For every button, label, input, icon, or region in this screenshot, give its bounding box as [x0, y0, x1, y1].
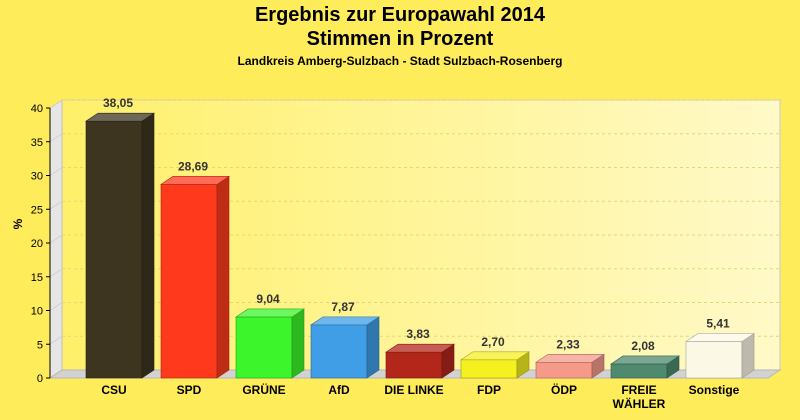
y-tick-label: 35: [31, 137, 43, 149]
y-tick-label: 20: [31, 238, 43, 250]
x-category-label: CSU: [101, 383, 126, 397]
bar-top: [160, 176, 230, 185]
bar: [85, 112, 155, 379]
chart-caption: Landkreis Amberg-Sulzbach - Stadt Sulzba…: [237, 54, 563, 68]
y-tick-label: 30: [31, 171, 43, 183]
bar-top: [685, 333, 755, 342]
x-category-label: Sonstige: [689, 383, 740, 397]
bar: [685, 332, 755, 379]
x-axis-categories: CSU SPD GRÜNE AfD DIE LINKE FDP ÖDP FREIEWÄHLER…: [101, 382, 739, 411]
bar: [310, 316, 380, 379]
grid-line-side: [49, 335, 63, 345]
y-tick-label: 40: [31, 103, 43, 115]
bar: [160, 175, 230, 379]
bar-front: [385, 351, 443, 379]
data-label: 3,83: [406, 327, 430, 341]
bar-top: [610, 355, 680, 365]
y-tick-label: 15: [31, 272, 43, 284]
bar: [535, 353, 605, 379]
x-category-label: WÄHLER: [613, 396, 666, 411]
x-category-label: FDP: [477, 383, 501, 397]
y-tick-label: 0: [37, 373, 43, 385]
bar-top: [460, 351, 530, 361]
bar-front: [235, 316, 293, 379]
grid-line-side: [49, 268, 63, 278]
bar: [235, 308, 305, 379]
grid-line-side: [49, 200, 63, 210]
grid-line-side: [49, 133, 63, 143]
data-label: 2,70: [481, 335, 505, 349]
x-category-label: FREIE: [621, 383, 656, 397]
bar-top: [535, 353, 605, 363]
y-tick-label: 5: [37, 339, 43, 351]
y-axis-label: %: [11, 218, 25, 229]
grid-line-side: [49, 167, 63, 176]
bar-side: [291, 308, 305, 379]
data-label: 28,69: [178, 159, 208, 173]
bars: [85, 112, 755, 379]
data-labels: 38,05 28,69 9,04 7,87 3,83 2,70 2,33 2,08 5,41: [103, 96, 730, 353]
bar-top: [385, 343, 455, 353]
y-tick-label: 10: [31, 306, 43, 318]
bar-front: [85, 120, 143, 379]
x-category-label: ÖDP: [551, 382, 577, 397]
chart-subtitle: Stimmen in Prozent: [306, 28, 494, 50]
bar-side: [216, 175, 230, 379]
data-label: 9,04: [256, 292, 280, 306]
bar-top: [310, 316, 380, 326]
grid-line-side: [49, 302, 63, 311]
bar-front: [160, 184, 218, 379]
bar-front: [610, 363, 668, 379]
data-label: 7,87: [331, 300, 355, 314]
bar-front: [460, 359, 518, 379]
data-label: 5,41: [706, 316, 730, 330]
grid-line-side: [49, 99, 63, 109]
x-category-label: AfD: [328, 383, 350, 397]
bar-side: [141, 112, 155, 379]
grid-line-side: [49, 234, 63, 244]
data-label: 2,33: [556, 337, 580, 351]
bar-front: [535, 361, 593, 379]
chart-title: Ergebnis zur Europawahl 2014: [254, 4, 546, 26]
x-category-label: DIE LINKE: [384, 383, 443, 397]
x-category-label: SPD: [177, 383, 202, 397]
data-label: 38,05: [103, 96, 133, 110]
x-category-label: GRÜNE: [242, 382, 285, 397]
bar-side: [366, 316, 380, 379]
bar: [460, 351, 530, 379]
bar-front: [685, 341, 743, 379]
data-label: 2,08: [631, 339, 655, 353]
y-axis-ticks: 0 5 10 15 20 25 30 35 40: [31, 103, 51, 385]
bar-front: [310, 324, 368, 379]
grid-lines: [49, 99, 780, 345]
y-tick-label: 25: [31, 204, 43, 216]
bar: [385, 343, 455, 379]
bar-top: [235, 308, 305, 318]
bar: [610, 355, 680, 379]
bar-top: [85, 112, 155, 122]
